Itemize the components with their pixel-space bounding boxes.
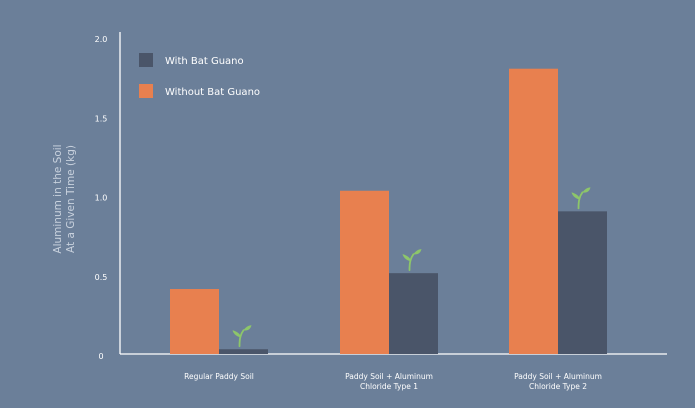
bar-without-bat-guano xyxy=(509,68,558,354)
y-tick-label: 1.5 xyxy=(95,114,108,123)
x-category-label: Regular Paddy Soil xyxy=(184,372,254,381)
legend-label: With Bat Guano xyxy=(165,56,244,67)
x-category-label-line: Paddy Soil + Aluminum xyxy=(514,372,602,381)
x-category-label: Paddy Soil + Aluminum Chloride Type 1 xyxy=(345,372,433,391)
bar-with-bat-guano xyxy=(219,349,268,354)
y-axis-title-line: At a Given Time (kg) xyxy=(65,145,77,253)
x-category-label: Paddy Soil + Aluminum Chloride Type 2 xyxy=(514,372,602,391)
y-tick-label: 2.0 xyxy=(95,35,108,44)
legend-swatch xyxy=(139,53,153,67)
sprout-icon xyxy=(571,187,591,210)
bar-with-bat-guano xyxy=(558,211,607,354)
bar-without-bat-guano xyxy=(170,289,219,354)
x-category-label-line: Paddy Soil + Aluminum xyxy=(345,372,433,381)
bar-with-bat-guano xyxy=(389,273,438,354)
y-axis-title-line: Aluminum in the Soil xyxy=(52,144,64,253)
y-tick-label: 0.5 xyxy=(95,273,108,282)
legend-label: Without Bat Guano xyxy=(165,87,260,98)
sprout-icon xyxy=(232,325,252,348)
y-tick-label: 1.0 xyxy=(95,194,108,203)
bar-without-bat-guano xyxy=(340,190,389,354)
x-category-label-line: Chloride Type 1 xyxy=(360,382,418,391)
x-category-label-line: Chloride Type 2 xyxy=(529,382,587,391)
x-category-label-line: Regular Paddy Soil xyxy=(184,372,254,381)
y-axis-title: Aluminum in the SoilAt a Given Time (kg) xyxy=(52,144,77,253)
legend-swatch xyxy=(139,84,153,98)
sprout-icon xyxy=(402,249,422,272)
y-tick-label: 0 xyxy=(98,352,103,361)
